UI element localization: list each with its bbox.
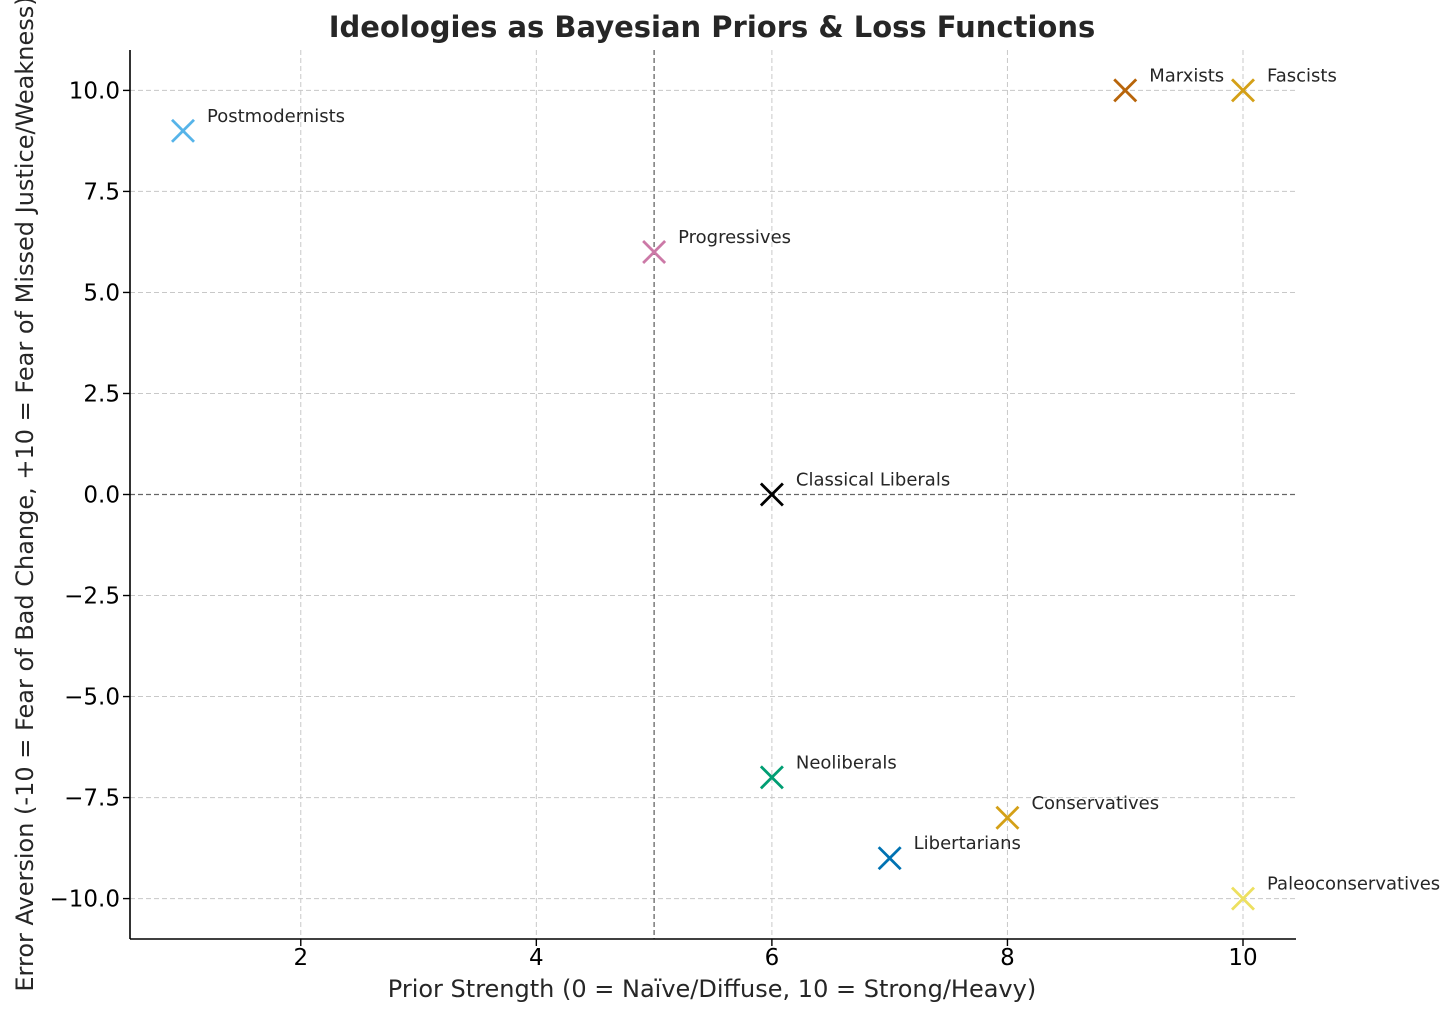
x-tick-label: 8	[1000, 945, 1015, 971]
data-point-conservatives	[995, 805, 1020, 830]
y-tick-label: 5.0	[83, 280, 120, 306]
data-point-classical-liberals	[759, 482, 784, 507]
point-label-paleoconservatives: Paleoconservatives	[1267, 874, 1440, 895]
y-tick-label: −2.5	[64, 584, 120, 610]
x-marker-stroke	[171, 118, 195, 143]
x-marker-stroke	[1231, 886, 1255, 911]
point-label-postmodernists: Postmodernists	[207, 106, 345, 127]
y-tick-label: −7.5	[64, 786, 120, 812]
point-label-progressives: Progressives	[678, 227, 791, 248]
axes	[123, 50, 1296, 946]
reference-lines	[130, 50, 1296, 939]
x-marker-stroke	[1113, 78, 1138, 103]
y-tick-label: 0.0	[83, 483, 120, 509]
x-tick-label: 2	[293, 945, 308, 971]
point-label-conservatives: Conservatives	[1031, 793, 1159, 814]
tick-labels: 2 4 6 8 10 10.0 7.5 5.0 2.5 0.0 −2.5 −5.0 −7.5 −10.0	[50, 78, 1258, 971]
x-tick-label: 10	[1228, 945, 1257, 971]
point-label-fascists: Fascists	[1267, 65, 1337, 86]
y-tick-label: 10.0	[69, 78, 120, 104]
x-marker-stroke	[642, 240, 667, 265]
data-points	[171, 78, 1255, 911]
data-point-marxists	[1113, 78, 1138, 103]
y-tick-label: 7.5	[83, 179, 120, 205]
x-marker-stroke	[995, 805, 1020, 830]
data-point-paleoconservatives	[1231, 886, 1255, 911]
data-point-postmodernists	[171, 118, 195, 143]
y-tick-label: −10.0	[50, 887, 120, 913]
y-axis-label: Error Aversion (-10 = Fear of Bad Change…	[11, 0, 39, 992]
point-label-neoliberals: Neoliberals	[796, 752, 897, 773]
x-marker-stroke	[759, 765, 784, 790]
x-axis-label: Prior Strength (0 = Naïve/Diffuse, 10 = …	[388, 975, 1036, 1003]
point-label-libertarians: Libertarians	[914, 833, 1021, 854]
data-point-progressives	[642, 240, 667, 265]
data-point-libertarians	[877, 846, 902, 871]
chart-title: Ideologies as Bayesian Priors & Loss Fun…	[329, 10, 1096, 44]
x-tick-label: 6	[765, 945, 780, 971]
y-tick-label: 2.5	[83, 381, 120, 407]
point-label-classical-liberals: Classical Liberals	[796, 470, 950, 491]
y-tick-label: −5.0	[64, 685, 120, 711]
data-point-fascists	[1231, 78, 1255, 103]
point-label-marxists: Marxists	[1149, 65, 1224, 86]
x-marker-stroke	[759, 482, 784, 507]
x-marker-stroke	[1231, 78, 1255, 103]
x-tick-label: 4	[529, 945, 544, 971]
x-marker-stroke	[877, 846, 902, 871]
data-point-neoliberals	[759, 765, 784, 790]
point-labels: Postmodernists Progressives Classical Libe…	[207, 65, 1440, 894]
